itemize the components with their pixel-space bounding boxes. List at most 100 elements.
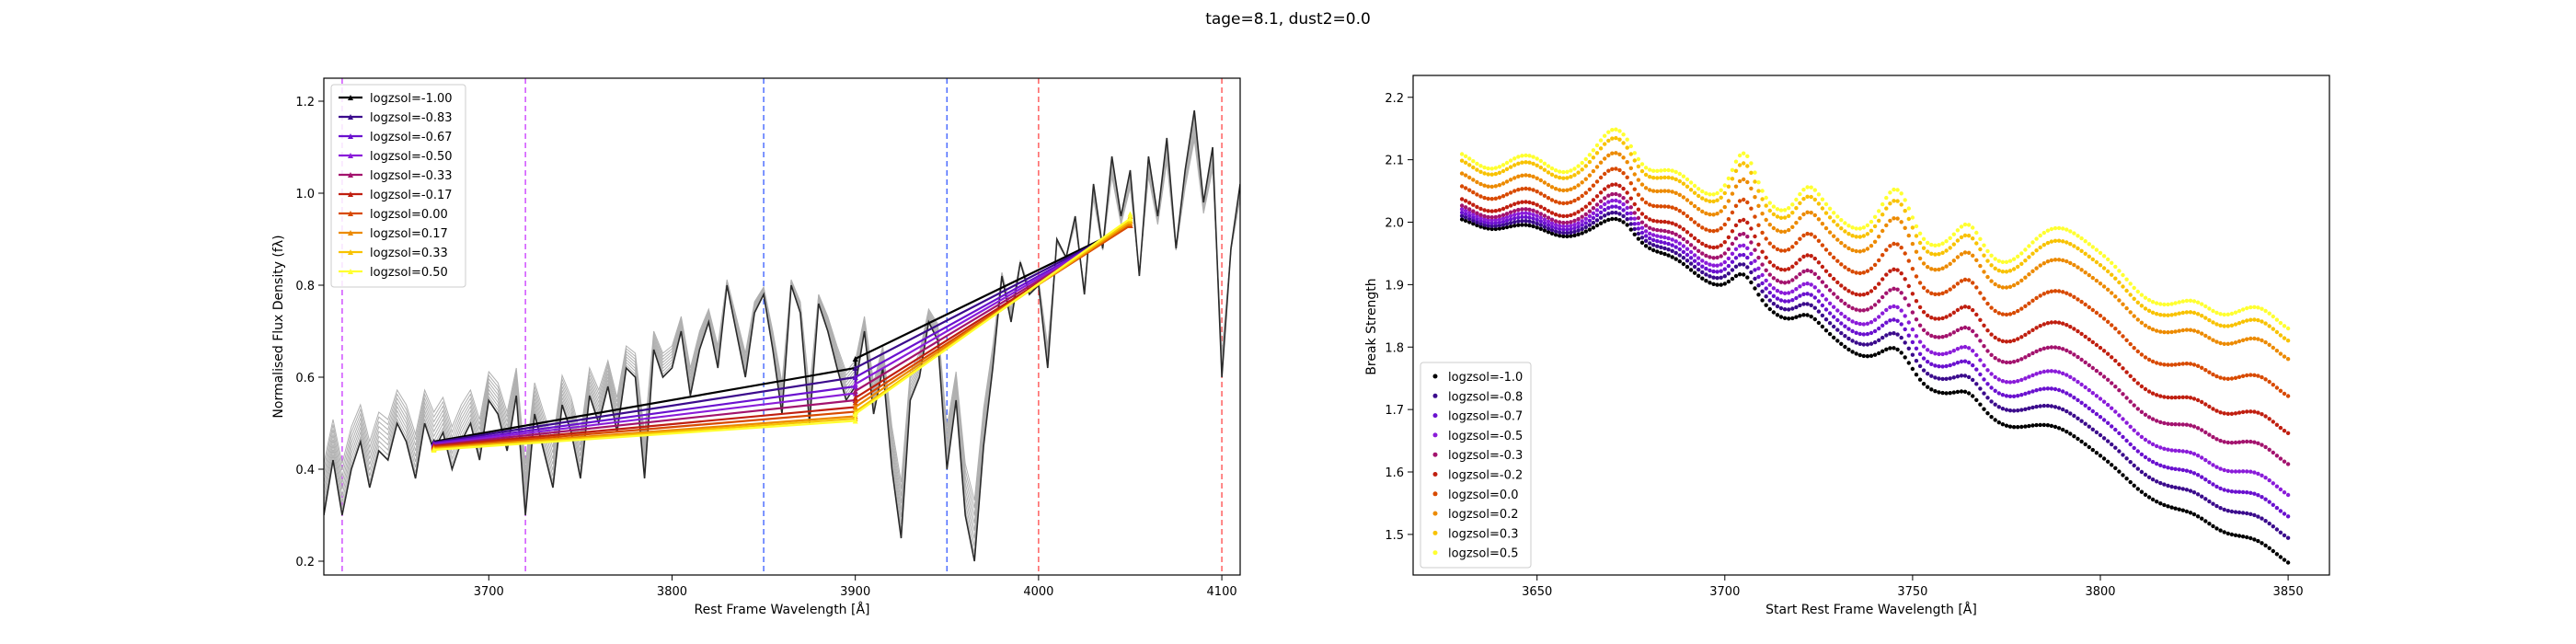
scatter-point [2271, 450, 2275, 455]
scatter-point [1606, 130, 1611, 134]
scatter-point [1704, 227, 1708, 232]
scatter-point [2173, 422, 2178, 427]
scatter-point [1854, 351, 1858, 356]
scatter-point [1677, 171, 1683, 177]
scatter-point [2245, 337, 2249, 341]
scatter-point [1756, 274, 1761, 280]
scatter-point [1730, 259, 1735, 264]
scatter-point [2207, 432, 2212, 437]
scatter-point [1542, 224, 1547, 229]
scatter-point [1700, 189, 1705, 194]
scatter-point [2016, 337, 2020, 341]
scatter-point [1914, 224, 1919, 229]
scatter-point [2191, 310, 2197, 316]
scatter-point [2263, 444, 2268, 450]
scatter-point [2072, 352, 2076, 357]
scatter-point [1463, 154, 1468, 158]
scatter-point [2016, 281, 2020, 285]
scatter-point [1688, 249, 1694, 255]
scatter-point [2278, 487, 2283, 492]
scatter-point [1621, 196, 1626, 201]
scatter-point [1974, 397, 1979, 402]
scatter-point [1985, 411, 1990, 416]
scatter-point [2023, 247, 2028, 252]
scatter-point [1778, 290, 1784, 295]
scatter-point [1974, 367, 1979, 372]
scatter-point [1561, 169, 1566, 175]
scatter-point [2004, 270, 2009, 274]
scatter-point [1846, 316, 1851, 322]
scatter-point [1962, 250, 1968, 255]
scatter-point [1760, 249, 1765, 254]
scatter-point [2087, 387, 2091, 393]
scatter-point [1708, 192, 1712, 197]
scatter-point [2011, 267, 2017, 271]
scatter-point [1726, 247, 1731, 251]
scatter-point [1948, 246, 1952, 250]
scatter-point [1816, 260, 1822, 265]
scatter-point [1993, 335, 1997, 340]
series-marker-5-2 [852, 395, 858, 401]
scatter-point [1538, 165, 1544, 170]
scatter-point [1726, 176, 1731, 181]
scatter-point [1948, 332, 1952, 337]
scatter-point [1501, 216, 1506, 221]
scatter-point [1861, 308, 1867, 313]
scatter-point [1820, 206, 1825, 211]
scatter-point [1850, 225, 1855, 230]
scatter-point [1636, 221, 1641, 226]
scatter-point [1516, 223, 1521, 227]
scatter-point [1888, 318, 1892, 323]
right-y-axis-label: Break Strength [1364, 278, 1379, 374]
legend-marker [1432, 550, 1438, 556]
scatter-point [1906, 320, 1911, 325]
scatter-point [1730, 268, 1735, 272]
scatter-point [1549, 166, 1555, 171]
scatter-point [2222, 341, 2226, 346]
scatter-point [1805, 185, 1810, 190]
scatter-point [1673, 250, 1678, 256]
legend-label: logzsol=-1.00 [370, 92, 453, 106]
scatter-point [1489, 224, 1494, 228]
scatter-point [1974, 258, 1979, 262]
scatter-point [1926, 360, 1930, 364]
scatter-point [1884, 195, 1889, 201]
scatter-point [2155, 328, 2159, 333]
scatter-point [2079, 419, 2084, 423]
scatter-point [2214, 374, 2219, 379]
scatter-point [2180, 328, 2185, 333]
scatter-point [1696, 256, 1701, 260]
scatter-point [2256, 493, 2260, 498]
scatter-point [1823, 247, 1829, 252]
scatter-point [1899, 308, 1903, 313]
scatter-point [2064, 291, 2069, 295]
scatter-point [1921, 261, 1926, 266]
scatter-point [2034, 266, 2039, 270]
scatter-point [2225, 531, 2230, 536]
scatter-point [2121, 284, 2125, 289]
scatter-point [1940, 351, 1945, 357]
scatter-point [2177, 467, 2181, 472]
scatter-point [1742, 252, 1746, 258]
scatter-point [1730, 167, 1735, 172]
scatter-point [1801, 254, 1806, 259]
scatter-point [2214, 437, 2219, 442]
scatter-point [1542, 221, 1547, 225]
scatter-point [1771, 293, 1777, 298]
scatter-point [2000, 339, 2006, 343]
scatter-point [2121, 272, 2125, 278]
scatter-point [1742, 243, 1746, 247]
scatter-point [2090, 307, 2095, 313]
scatter-point [2083, 302, 2087, 307]
scatter-point [1971, 236, 1975, 241]
scatter-point [1553, 219, 1558, 224]
scatter-point [2068, 293, 2073, 297]
scatter-point [1733, 223, 1739, 228]
scatter-point [1921, 382, 1926, 386]
scatter-point [1648, 236, 1652, 241]
scatter-point [1809, 254, 1813, 259]
scatter-point [2245, 318, 2249, 323]
scatter-point [1610, 151, 1615, 155]
scatter-point [1771, 302, 1777, 306]
scatter-point [1594, 218, 1600, 223]
